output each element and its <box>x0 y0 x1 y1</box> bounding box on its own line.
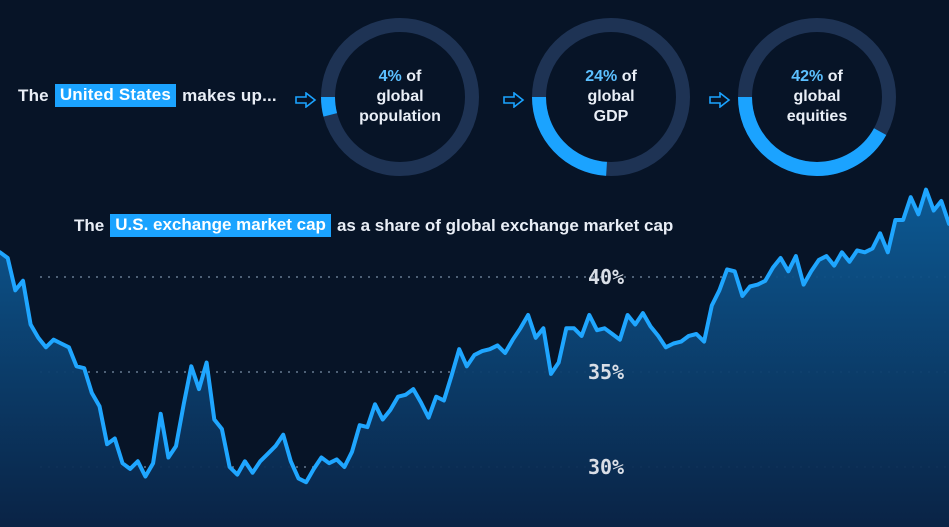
y-tick-label: 30% <box>588 455 624 479</box>
chart-title-suffix: as a share of global exchange market cap <box>336 215 674 235</box>
donut-ring <box>321 18 479 176</box>
intro-text: The United States makes up... <box>18 84 277 107</box>
donut-line3: GDP <box>593 108 629 125</box>
donut-arc <box>738 18 896 176</box>
intro-prefix: The <box>18 85 49 105</box>
donut-line2: global <box>793 88 841 105</box>
donut-percent: 24% <box>585 68 618 85</box>
arrow-right-icon <box>709 92 731 108</box>
chart-title-highlight: U.S. exchange market cap <box>110 214 331 237</box>
donut-line2: global <box>587 88 635 105</box>
arrow-right-icon <box>295 92 317 108</box>
area-fill <box>0 189 949 527</box>
donut-population: 4% of global population <box>318 15 482 179</box>
intro-highlight: United States <box>54 84 177 107</box>
donut-line3: equities <box>786 108 848 125</box>
donut-arc <box>321 18 479 176</box>
y-tick-label: 35% <box>588 360 624 384</box>
y-tick-label: 40% <box>588 265 624 289</box>
donut-of: of <box>621 68 637 85</box>
donut-of: of <box>406 68 422 85</box>
chart-title-prefix: The <box>74 215 105 235</box>
donut-ring <box>532 18 690 176</box>
donut-ring <box>738 18 896 176</box>
donut-line3: population <box>359 108 441 125</box>
donut-percent: 4% <box>378 68 402 85</box>
donut-gdp: 24% of global GDP <box>529 15 693 179</box>
chart-title: The U.S. exchange market cap as a share … <box>74 214 673 237</box>
donut-equities: 42% of global equities <box>735 15 899 179</box>
donut-percent: 42% <box>791 68 824 85</box>
donut-line2: global <box>376 88 424 105</box>
arrow-right-icon <box>503 92 525 108</box>
donut-arc <box>532 18 690 176</box>
intro-suffix: makes up... <box>182 85 277 105</box>
donut-of: of <box>827 68 843 85</box>
